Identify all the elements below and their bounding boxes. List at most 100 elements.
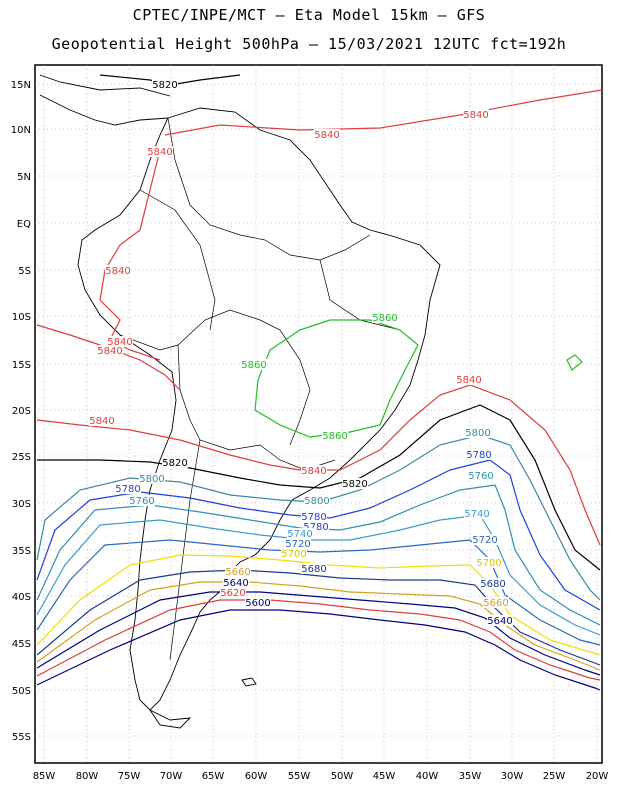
contour-label-5720: 5720 [285,539,310,550]
contour-label-5680: 5680 [301,564,326,575]
contour-label-5620: 5620 [220,588,245,599]
contour-label-bg [465,427,491,438]
contour-label-5860: 5860 [372,313,397,324]
lat-label: 10S [12,312,31,323]
contour-label-5840: 5840 [107,337,132,348]
lat-label: 15S [12,360,31,371]
contour-label-5760: 5760 [468,471,493,482]
lat-label: 25S [12,452,31,463]
lat-label: 50S [12,686,31,697]
contour-label-5800: 5800 [304,496,329,507]
contour-label-bg [301,465,327,476]
contour-5600 [36,609,601,691]
lat-label: EQ [17,219,31,230]
contour-5660 [36,581,601,671]
lat-label: 20S [12,406,31,417]
contour-5620 [36,599,601,681]
contour-label-bg [245,597,271,608]
contour-label-bg [223,577,249,588]
contour-label-bg [464,508,490,519]
contour-label-5780: 5780 [301,512,326,523]
map-title-line2: Geopotential Height 500hPa – 15/03/2021 … [51,35,567,53]
contour-label-bg [105,265,131,276]
contour-label-5640: 5640 [223,578,248,589]
contour-label-5860: 5860 [322,431,347,442]
contour-label-5800: 5800 [465,428,490,439]
lon-label: 75W [118,771,141,782]
lat-label: 30S [12,499,31,510]
caribbean-coast [39,74,171,97]
lat-label: 5N [17,172,31,183]
lat-label: 5S [18,266,31,277]
contour-5700 [36,554,601,656]
falklands [241,677,257,687]
contour-label-bg [466,449,492,460]
lat-lon-grid [35,65,602,763]
contour-label-bg [147,146,173,157]
contour-label-5840: 5840 [456,375,481,386]
contour-5720 [36,539,601,646]
contour-label-bg [97,345,123,356]
country-borders [119,117,401,661]
contour-label-5640: 5640 [487,616,512,627]
lon-label: 70W [160,771,183,782]
contour-5800 [36,434,601,601]
contour-label-5840: 5840 [301,466,326,477]
contour-label-bg [162,457,188,468]
contour-5840-north [164,89,603,136]
lon-label: 55W [288,771,311,782]
contour-label-bg [285,538,311,549]
contour-label-5660: 5660 [225,567,250,578]
contour-label-bg [472,534,498,545]
contour-label-5820: 5820 [342,479,367,490]
lat-label: 35S [12,546,31,557]
lat-label: 10N [11,125,31,136]
contour-label-5820: 5820 [162,458,187,469]
contour-label-bg [342,478,368,489]
contour-label-bg [476,557,502,568]
contour-label-5840: 5840 [89,416,114,427]
lon-label: 20W [586,771,609,782]
lon-label: 85W [33,771,56,782]
contour-label-5840: 5840 [97,346,122,357]
contour-label-bg [301,563,327,574]
contour-label-bg [483,597,509,608]
contour-label-5660: 5660 [483,598,508,609]
contour-label-bg [468,470,494,481]
contour-label-5840: 5840 [314,130,339,141]
lon-label: 40W [416,771,439,782]
contour-label-bg [241,359,267,370]
lon-label: 35W [459,771,482,782]
contour-label-5720: 5720 [472,535,497,546]
contour-label-5840: 5840 [147,147,172,158]
contour-5640 [36,591,601,676]
contour-label-bg [225,566,251,577]
lat-label: 55S [12,732,31,743]
contour-5680 [36,569,601,666]
lon-label: 45W [373,771,396,782]
contour-label-bg [456,374,482,385]
contour-label-5760: 5760 [129,496,154,507]
tierra-del-fuego [148,708,192,729]
contour-label-bg [301,511,327,522]
contour-label-5860: 5860 [241,360,266,371]
contour-label-bg [322,430,348,441]
contour-label-bg [303,521,329,532]
contour-5840-south [36,384,601,546]
contour-label-5780: 5780 [115,484,140,495]
lat-label: 45S [12,639,31,650]
map-frame [34,64,603,764]
contour-label-bg [129,495,155,506]
contour-label-5700: 5700 [476,558,501,569]
contour-label-bg [220,587,246,598]
contour-label-5780: 5780 [303,522,328,533]
contour-label-bg [372,312,398,323]
lon-label: 65W [202,771,225,782]
contour-label-5700: 5700 [281,549,306,560]
contour-label-5600: 5600 [245,598,270,609]
contour-label-5800: 5800 [139,474,164,485]
contour-label-5820: 5820 [152,80,177,91]
contour-label-bg [115,483,141,494]
contour-label-bg [304,495,330,506]
